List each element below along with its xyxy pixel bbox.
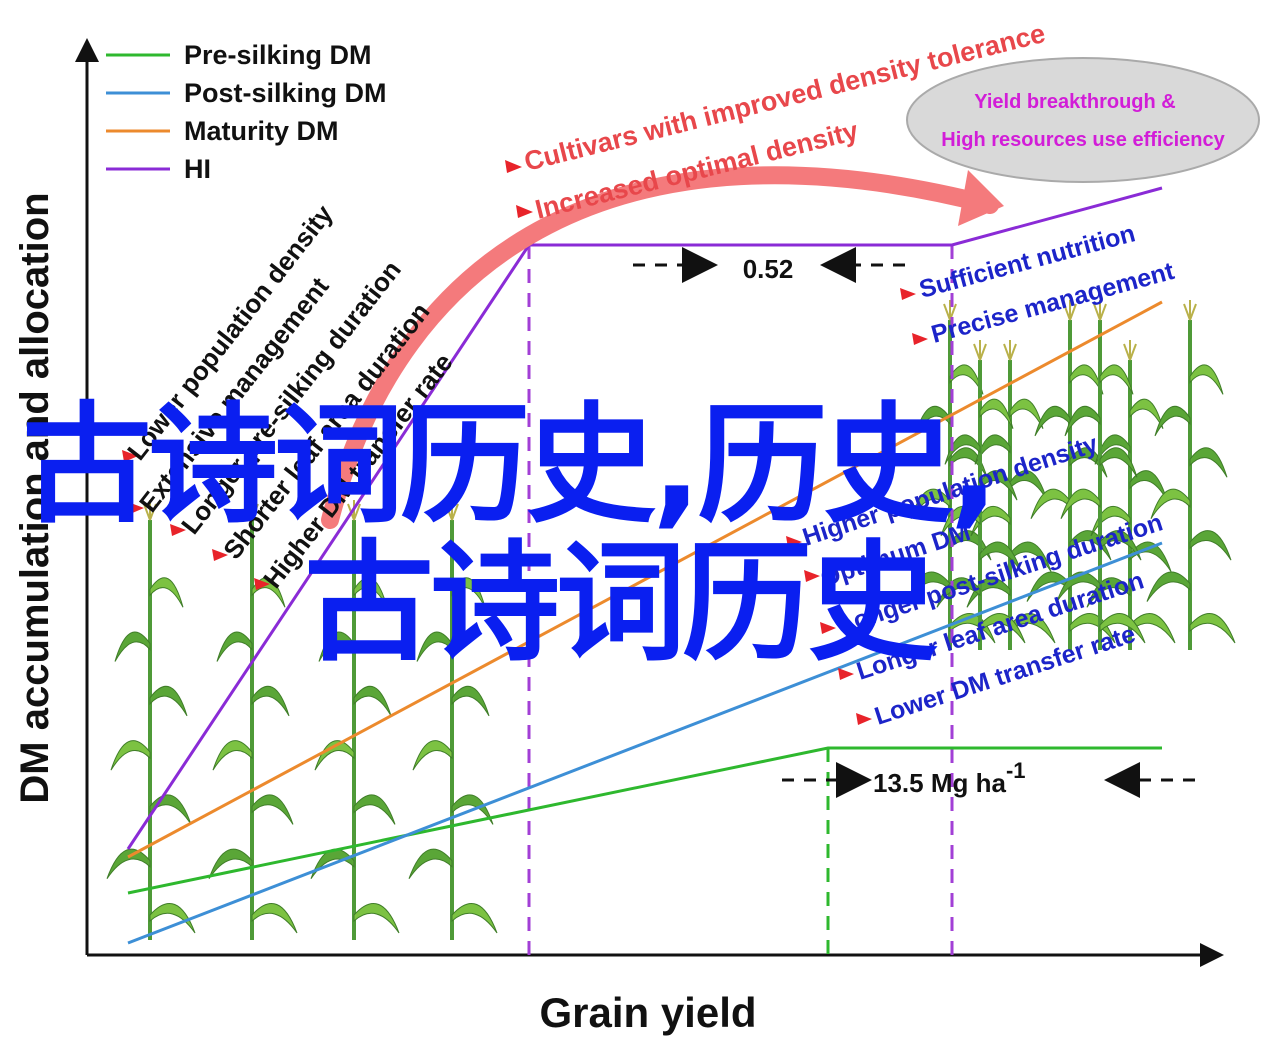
improvement-arrow-shaft (321, 166, 999, 529)
improvement-arrow-head (958, 170, 1004, 226)
legend-label-maturity: Maturity DM (184, 116, 339, 146)
corn-plant-icon (208, 500, 298, 940)
red-bullet-icon (170, 524, 186, 536)
post-silking-dm-line (127, 541, 1163, 945)
y-axis-arrowhead (75, 38, 99, 62)
overlay-text-line-1: 古诗词历史,历史, (22, 389, 999, 541)
corn-plants-left-illustration (106, 500, 498, 940)
corn-plant-icon (408, 500, 498, 940)
red-bullet-icon (786, 536, 802, 548)
x-axis-arrowhead (1200, 943, 1224, 967)
corn-plant-icon (1146, 300, 1236, 650)
legend-label-hi: HI (184, 154, 211, 184)
goal-line-1: Yield breakthrough & (974, 91, 1176, 113)
corn-plant-icon (1086, 340, 1176, 650)
red-bullet-icon (212, 549, 228, 561)
legend: Pre-silking DM Post-silking DM Maturity … (106, 40, 387, 184)
corn-plant-icon (936, 340, 1026, 650)
mg-value-label: 13.5 Mg ha-1 (873, 758, 1026, 798)
y-axis-title: DM accumulation and allocation (13, 192, 57, 803)
red-bullet-icon (820, 622, 836, 634)
goal-ellipse (906, 57, 1260, 183)
goal-line-2: High resources use efficiency (941, 129, 1225, 151)
hi-value-label: 0.52 (743, 254, 794, 284)
red-bullet-icon (900, 288, 916, 300)
legend-label-pre-silking: Pre-silking DM (184, 40, 372, 70)
corn-plant-icon (1026, 300, 1116, 650)
maturity-dm-line (127, 300, 1163, 859)
red-bullet-icon (516, 205, 533, 218)
corn-plant-icon (106, 500, 196, 940)
pre-silking-dm-line (127, 746, 1162, 895)
mg-exponent-text: -1 (1006, 758, 1026, 783)
red-bullet-icon (912, 333, 928, 345)
red-bullet-icon (838, 668, 854, 680)
red-bullet-icon (128, 502, 144, 514)
red-bullet-icon (122, 450, 138, 462)
overlay-text-line-2: 古诗词历史 (304, 527, 938, 679)
red-bullet-icon (505, 160, 522, 173)
hi-line (126, 186, 1163, 850)
corn-plants-right-illustration (906, 300, 1236, 650)
corn-plant-icon (1056, 300, 1146, 650)
red-bullet-icon (254, 578, 270, 590)
corn-plant-icon (310, 500, 400, 940)
red-bullet-icon (856, 713, 872, 725)
red-bullet-icon (804, 570, 820, 582)
mg-value-text: 13.5 Mg ha (873, 768, 1006, 798)
legend-label-post-silking: Post-silking DM (184, 78, 387, 108)
x-axis-title: Grain yield (539, 989, 756, 1036)
